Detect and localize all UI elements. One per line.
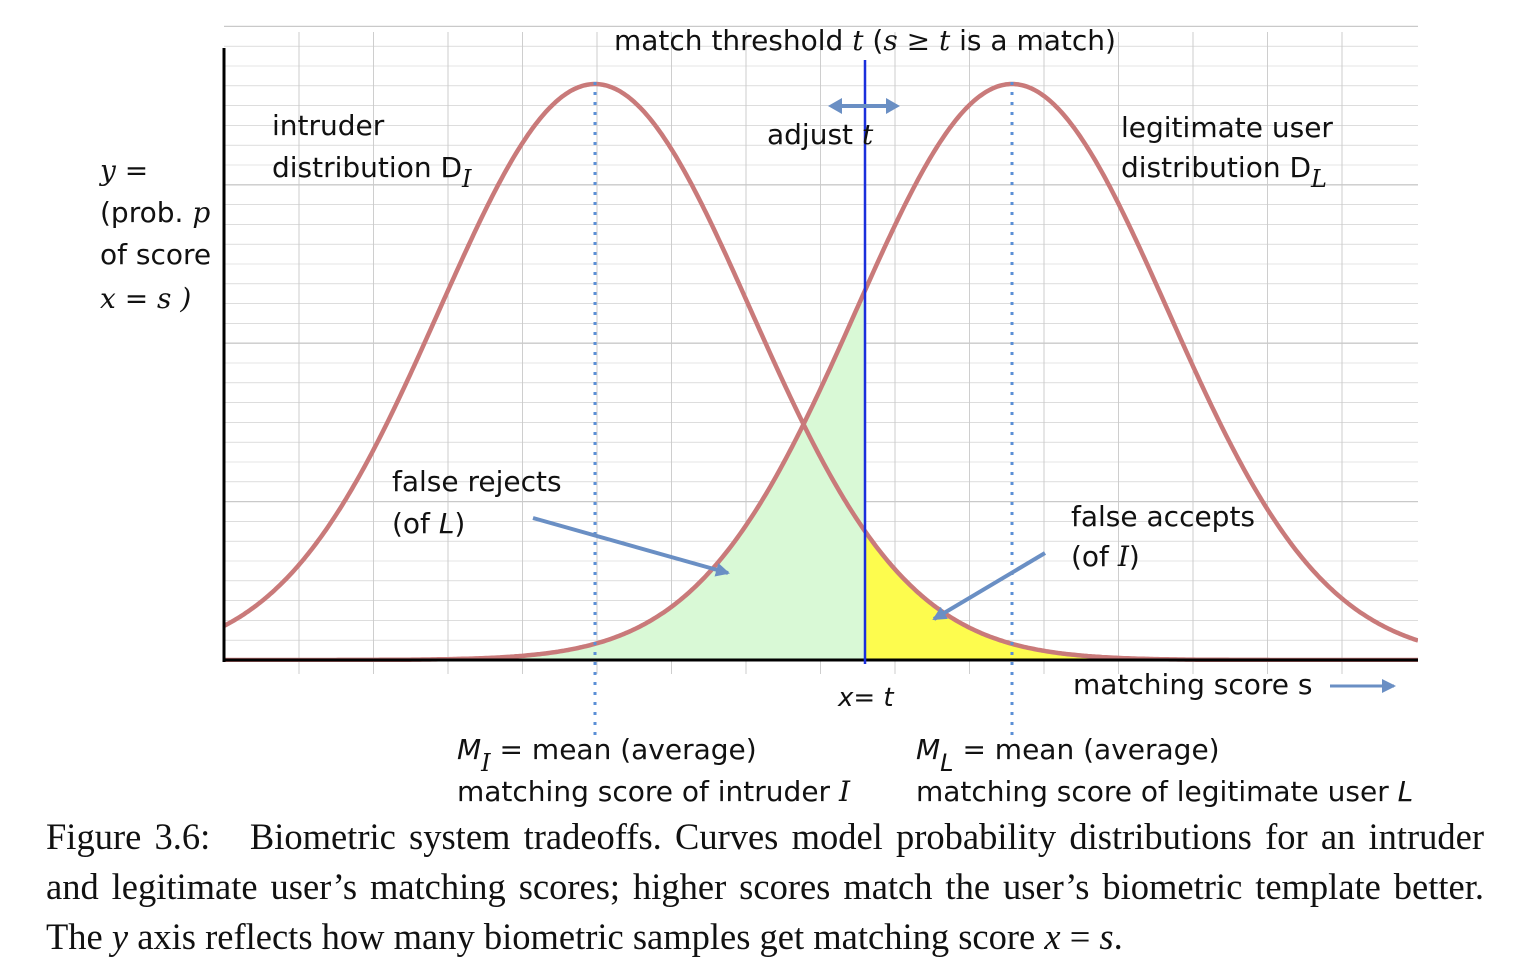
svg-text:(of L): (of L) [392,507,465,540]
mean-intruder-label: MI = mean (average) matching score of in… [457,733,851,808]
shaded-regions [224,292,1418,660]
svg-text:distribution DL: distribution DL [1121,151,1327,193]
svg-text:false accepts: false accepts [1071,500,1255,533]
caption-prefix: Figure 3.6: [46,816,211,857]
svg-text:y =: y = [98,154,148,187]
figure-caption: Figure 3.6: Biometric system tradeoffs. … [46,812,1484,962]
svg-text:ML = mean (average): ML = mean (average) [916,733,1220,777]
caption-text-2: axis reflects how many biometric samples… [128,916,1045,957]
false-accepts-label: false accepts (of I) [1071,500,1255,573]
svg-text:x = s ): x = s ) [100,282,191,315]
svg-text:matching score of legitimate u: matching score of legitimate user L [916,775,1413,808]
intruder-distribution-label: intruder distribution DI [272,109,472,193]
tradeoff-diagram: match threshold t (s ≥ t is a match) adj… [98,24,1418,808]
caption-text-1: Biometric system tradeoffs. Curves model… [46,816,1485,957]
x-axis-label: matching score s [1073,668,1312,701]
svg-text:intruder: intruder [272,109,385,142]
y-axis-label: y = (prob. p of score x = s ) [98,154,211,315]
svg-text:matching score of intruder I: matching score of intruder I [457,775,851,808]
caption-end: . [1113,916,1123,957]
x-equals-t-label: x= t [837,683,894,713]
caption-y: y [111,916,129,957]
false-accepts-arrow [932,551,1047,621]
caption-s: s [1099,916,1114,957]
svg-text:MI = mean (average): MI = mean (average) [457,733,757,777]
svg-text:false rejects: false rejects [392,465,562,498]
false-rejects-region [224,292,865,660]
svg-text:legitimate user: legitimate user [1121,111,1333,144]
svg-text:(of I): (of I) [1071,540,1140,573]
svg-text:(prob. p: (prob. p [100,196,210,229]
svg-text:distribution DI: distribution DI [272,151,472,193]
threshold-label: match threshold t (s ≥ t is a match) [614,24,1116,57]
legit-distribution-label: legitimate user distribution DL [1121,111,1333,193]
caption-eq: = [1060,916,1100,957]
false-accepts-region [865,531,1418,660]
adjust-t-label: adjust t [767,118,874,151]
caption-x: x [1044,916,1061,957]
false-rejects-label: false rejects (of L) [392,465,562,540]
svg-text:of score: of score [100,238,211,271]
adjust-t-arrow[interactable] [828,98,900,114]
mean-legit-label: ML = mean (average) matching score of le… [916,733,1413,808]
false-rejects-arrow [532,516,730,577]
